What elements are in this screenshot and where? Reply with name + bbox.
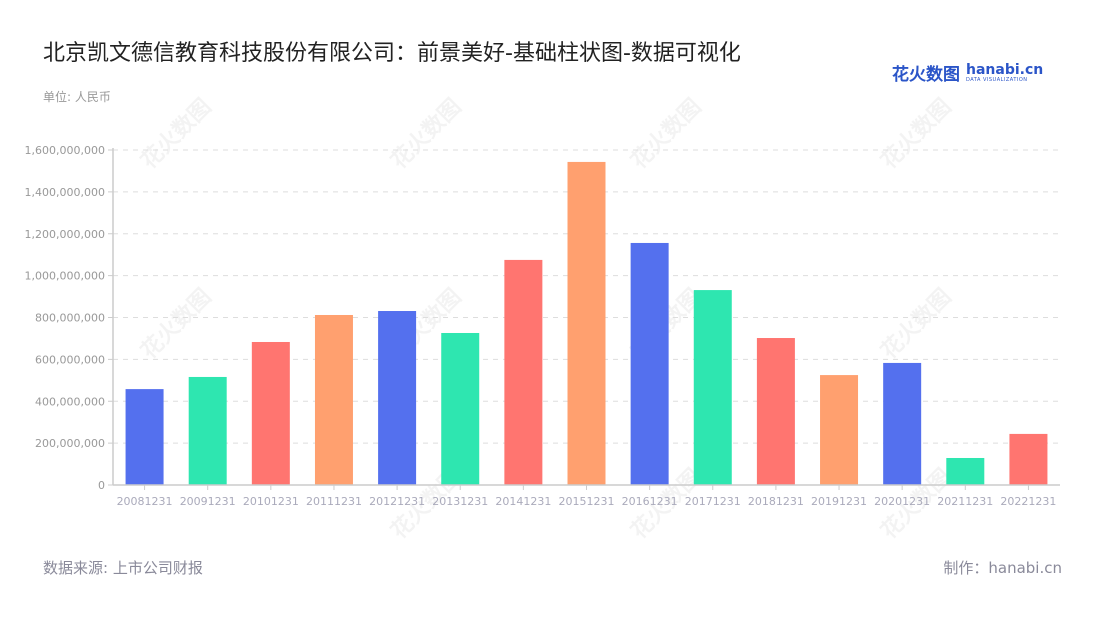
bar-20091231[interactable] <box>188 376 227 485</box>
watermark-text: 花火数图 <box>136 284 217 365</box>
bar-20081231[interactable] <box>125 389 164 485</box>
bar-20121231[interactable] <box>378 311 417 485</box>
watermark-text: 花火数图 <box>136 94 217 175</box>
bar-series <box>125 161 1048 485</box>
bar-20191231[interactable] <box>820 375 859 485</box>
logo-text-en: hanabi.cn DATA VISUALIZATION <box>966 63 1043 83</box>
x-tick-label: 20131231 <box>432 495 488 508</box>
bar-20101231[interactable] <box>251 341 290 485</box>
x-tick-label: 20161231 <box>622 495 678 508</box>
x-tick-label: 20181231 <box>748 495 804 508</box>
y-tick-label: 800,000,000 <box>35 312 105 325</box>
watermark-text: 花火数图 <box>626 94 707 175</box>
bar-20141231[interactable] <box>504 259 543 485</box>
x-tick-label: 20211231 <box>937 495 993 508</box>
unit-label: 单位: 人民币 <box>43 90 111 104</box>
x-tick-label: 20091231 <box>180 495 236 508</box>
y-tick-label: 1,000,000,000 <box>25 270 105 283</box>
x-tick-label: 20121231 <box>369 495 425 508</box>
bar-20131231[interactable] <box>441 332 480 485</box>
y-tick-label: 1,400,000,000 <box>25 186 105 199</box>
data-source: 数据来源: 上市公司财报 <box>43 559 203 577</box>
brand-logo[interactable]: 花火数图 hanabi.cn DATA VISUALIZATION <box>892 60 1043 86</box>
x-tick-label: 20191231 <box>811 495 867 508</box>
watermark-text: 花火数图 <box>386 94 467 175</box>
x-tick-label: 20081231 <box>117 495 173 508</box>
x-tick-label: 20111231 <box>306 495 362 508</box>
chart-title: 北京凯文德信教育科技股份有限公司：前景美好-基础柱状图-数据可视化 <box>43 41 741 66</box>
watermark-text: 花火数图 <box>876 284 957 365</box>
y-tick-label: 1,600,000,000 <box>25 144 105 157</box>
y-tick-label: 400,000,000 <box>35 395 105 408</box>
x-tick-label: 20221231 <box>1000 495 1056 508</box>
bar-20181231[interactable] <box>756 338 795 485</box>
bar-20151231[interactable] <box>567 161 606 485</box>
logo-main: hanabi.cn <box>966 61 1044 78</box>
y-tick-label: 600,000,000 <box>35 353 105 366</box>
bar-20111231[interactable] <box>314 314 353 485</box>
y-tick-label: 1,200,000,000 <box>25 228 105 241</box>
bar-20211231[interactable] <box>946 457 985 485</box>
x-tick-label: 20151231 <box>559 495 615 508</box>
watermark-text: 花火数图 <box>876 94 957 175</box>
x-tick-label: 20201231 <box>874 495 930 508</box>
logo-text-cn: 花火数图 <box>892 65 960 85</box>
logo-sub: DATA VISUALIZATION <box>966 76 1028 83</box>
bar-20221231[interactable] <box>1009 433 1048 485</box>
axes: 0 200,000,000 400,000,000 600,000,000 800,00… <box>25 144 1060 508</box>
x-tick-label: 20101231 <box>243 495 299 508</box>
credit-link[interactable]: 制作：hanabi.cn <box>943 559 1062 577</box>
x-tick-label: 20141231 <box>495 495 551 508</box>
bar-20171231[interactable] <box>693 290 732 485</box>
bar-20161231[interactable] <box>630 242 669 485</box>
y-tick-label: 200,000,000 <box>35 437 105 450</box>
x-tick-label: 20171231 <box>685 495 741 508</box>
y-tick-label: 0 <box>98 479 105 492</box>
bar-20201231[interactable] <box>883 362 922 485</box>
